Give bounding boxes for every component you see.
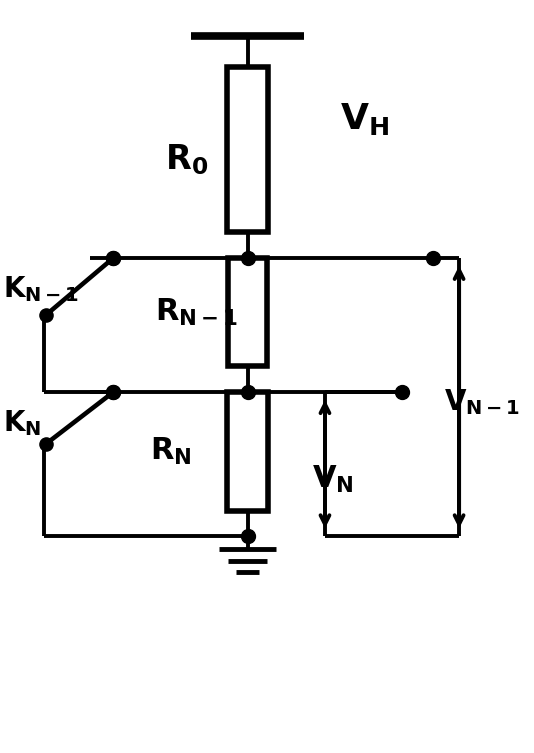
Point [109,386,118,398]
Point [42,309,51,321]
Text: $\mathbf{V_N}$: $\mathbf{V_N}$ [312,464,354,495]
Text: $\mathbf{K_N}$: $\mathbf{K_N}$ [3,408,41,437]
Text: $\mathbf{V_{N-1}}$: $\mathbf{V_{N-1}}$ [444,387,520,417]
Bar [228,258,267,366]
Point [429,252,437,264]
Bar [227,392,268,511]
Point [398,386,406,398]
Point [244,530,252,542]
Point [109,386,118,398]
Text: $\mathbf{R_N}$: $\mathbf{R_N}$ [150,436,191,467]
Bar [227,67,268,232]
Text: $\mathbf{R_0}$: $\mathbf{R_0}$ [165,142,208,177]
Point [244,252,252,264]
Point [42,437,51,450]
Text: $\mathbf{R_{N-1}}$: $\mathbf{R_{N-1}}$ [155,297,238,328]
Point [109,252,118,264]
Point [244,386,252,398]
Text: $\mathbf{V_H}$: $\mathbf{V_H}$ [341,101,390,136]
Point [109,252,118,264]
Text: $\mathbf{K_{N-1}}$: $\mathbf{K_{N-1}}$ [3,274,78,303]
